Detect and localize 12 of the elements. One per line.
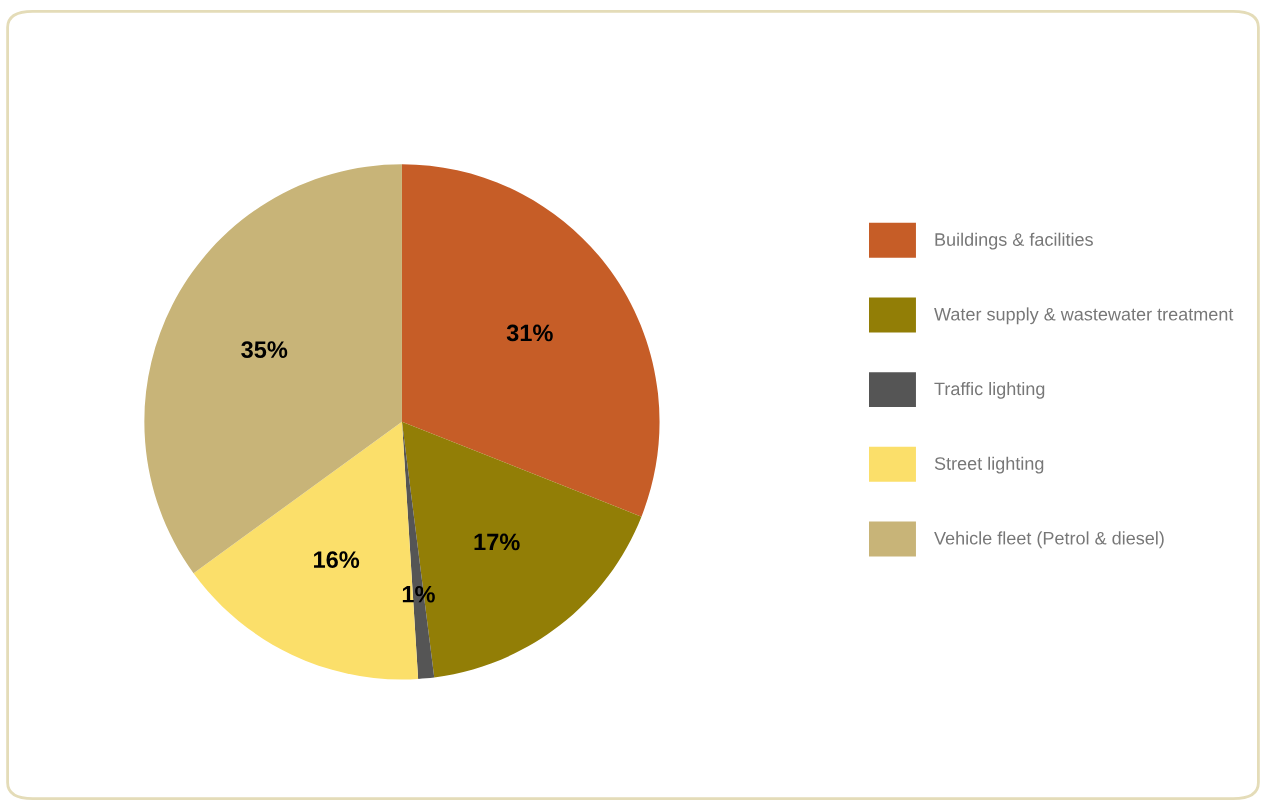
pie-slice	[144, 164, 402, 574]
legend-label: Traffic lighting	[934, 382, 1045, 399]
pie-slice	[401, 164, 660, 517]
legend-label: Vehicle fleet (Petrol & diesel)	[934, 531, 1164, 549]
legend-label: Street lighting	[934, 456, 1044, 474]
data-label: 31%	[506, 324, 553, 342]
data-label: 17%	[474, 533, 520, 551]
data-label: 35%	[241, 341, 288, 359]
data-label: 16%	[314, 551, 360, 569]
legend-label: Water supply & wastewater treatment	[934, 307, 1234, 325]
pie-slice	[401, 421, 642, 678]
legend-label: Buildings & facilities	[935, 232, 1093, 250]
